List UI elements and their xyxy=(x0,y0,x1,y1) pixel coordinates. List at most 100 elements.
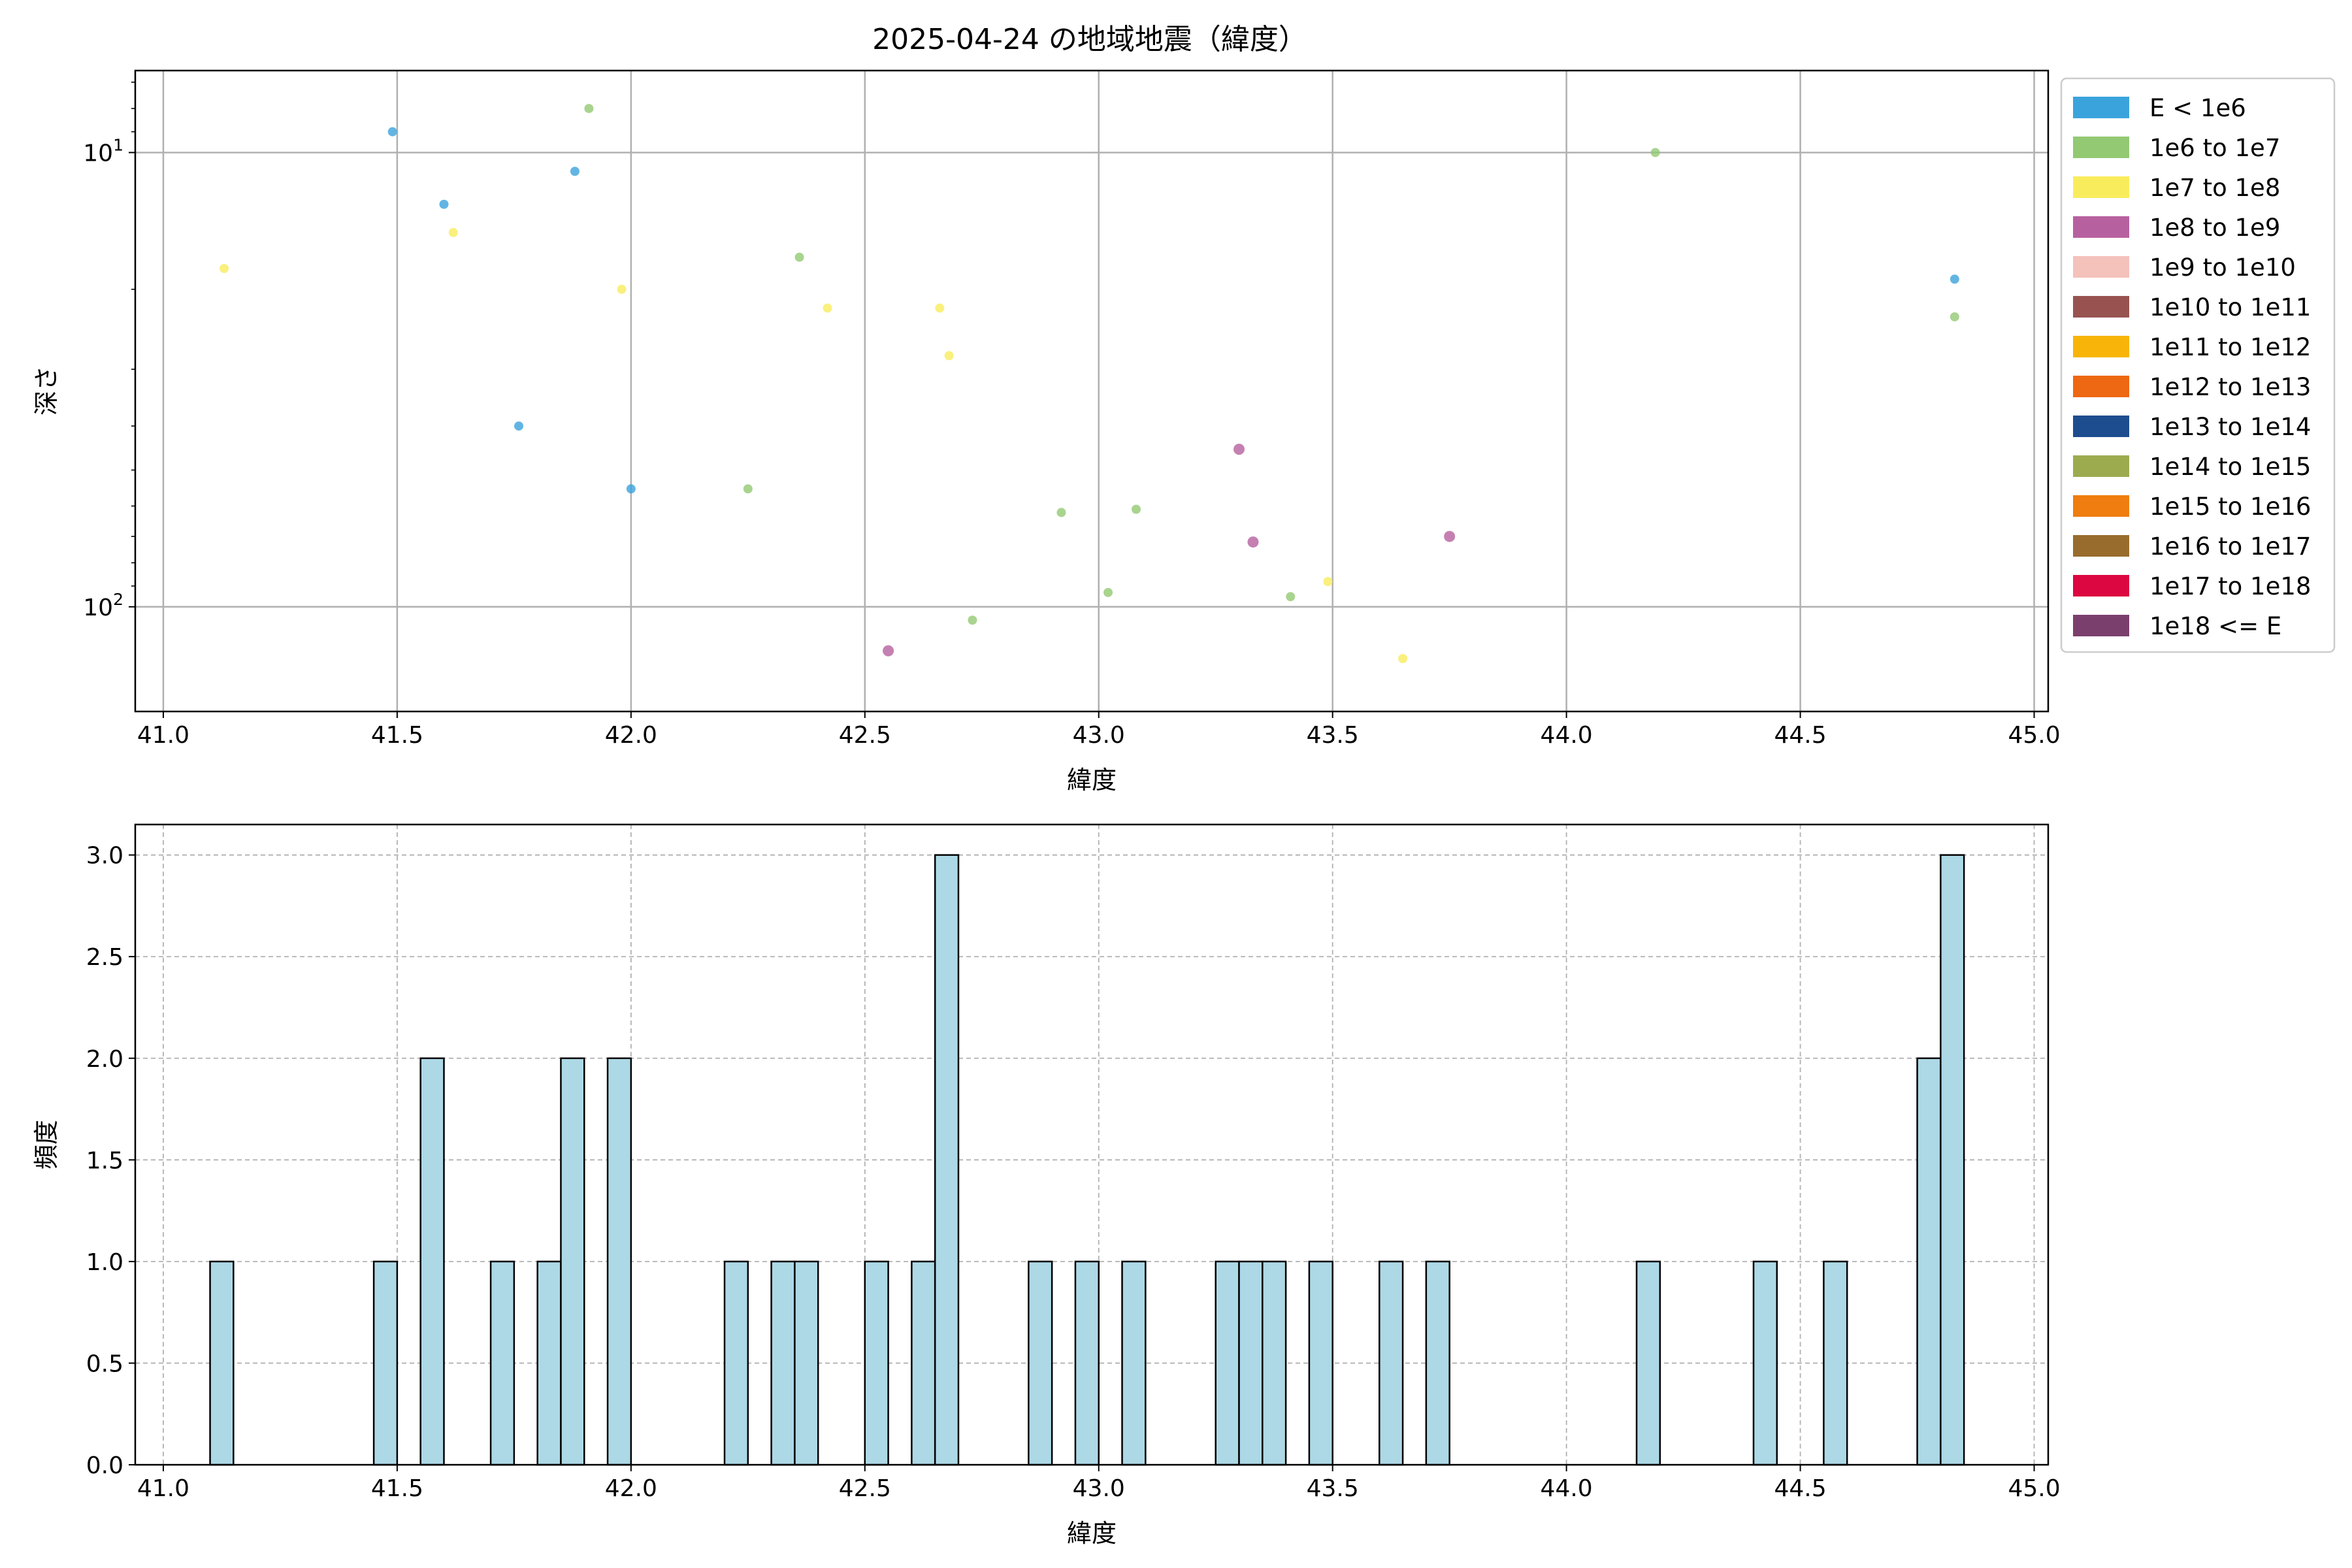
histogram-bar xyxy=(1379,1260,1404,1466)
histogram-y-tick-label: 0.5 xyxy=(86,1350,123,1377)
scatter-x-tick-label: 42.0 xyxy=(605,722,657,749)
histogram-bar xyxy=(1823,1260,1848,1466)
histogram-x-tick-label: 43.0 xyxy=(1073,1475,1125,1502)
legend-swatch xyxy=(2073,137,2129,158)
scatter-x-tick-label: 43.0 xyxy=(1073,722,1125,749)
scatter-y-tick-label: 102 xyxy=(83,590,123,621)
scatter-x-tick-label: 45.0 xyxy=(2008,722,2060,749)
histogram-x-tick-label: 41.5 xyxy=(371,1475,423,1502)
histogram-bar xyxy=(770,1260,796,1466)
scatter-x-ticks: 41.0 41.5 42.0 42.5 43.0 43.5 44.0 44.5 45.0 xyxy=(137,711,2061,749)
legend-swatch xyxy=(2073,176,2129,198)
scatter-point xyxy=(883,645,894,657)
scatter-point xyxy=(1950,274,1959,284)
histogram-y-tick-label: 1.0 xyxy=(86,1249,123,1276)
histogram-x-tick-label: 45.0 xyxy=(2008,1475,2060,1502)
scatter-point xyxy=(1132,504,1141,514)
legend-swatch xyxy=(2073,416,2129,437)
histogram-y-tick-label: 3.0 xyxy=(86,843,123,870)
scatter-point xyxy=(626,484,636,494)
histogram-x-tick-label: 44.0 xyxy=(1541,1475,1593,1502)
legend-swatch xyxy=(2073,615,2129,636)
histogram-bars xyxy=(209,854,1965,1466)
scatter-x-tick-label: 44.5 xyxy=(1774,722,1826,749)
scatter-point xyxy=(1950,312,1959,321)
histogram-bar xyxy=(1425,1260,1450,1466)
scatter-point xyxy=(944,351,954,361)
histogram-x-tick-label: 42.0 xyxy=(605,1475,657,1502)
histogram-frame xyxy=(134,823,2050,1466)
histogram-bar xyxy=(934,854,960,1466)
scatter-point xyxy=(1247,536,1259,548)
histogram-y-tick-label: 0.0 xyxy=(86,1452,123,1479)
legend-swatch xyxy=(2073,216,2129,238)
legend-label: 1e9 to 1e10 xyxy=(2149,253,2296,282)
histogram-bar xyxy=(1074,1260,1100,1466)
scatter-point xyxy=(387,127,397,137)
histogram-y-tick-label: 1.5 xyxy=(86,1147,123,1174)
scatter-point xyxy=(439,199,449,209)
scatter-x-tick-label: 44.0 xyxy=(1541,722,1593,749)
scatter-point xyxy=(1323,577,1333,587)
scatter-plot-area xyxy=(135,71,2048,711)
figure-title: 2025-04-24 の地域地震（緯度） xyxy=(872,23,1307,56)
histogram-bar xyxy=(419,1057,445,1466)
scatter-point xyxy=(1650,148,1660,157)
scatter-points xyxy=(220,104,1959,663)
scatter-y-ticks: 101 102 xyxy=(83,81,135,621)
legend-label: 1e11 to 1e12 xyxy=(2149,333,2311,361)
scatter-point xyxy=(823,303,832,313)
legend-swatch xyxy=(2073,495,2129,517)
histogram-bar xyxy=(1121,1260,1147,1466)
histogram-x-tick-label: 42.5 xyxy=(839,1475,891,1502)
histogram-bar xyxy=(723,1260,749,1466)
histogram-bar xyxy=(864,1260,889,1466)
histogram-bar xyxy=(1215,1260,1240,1466)
scatter-panel: 41.0 41.5 42.0 42.5 43.0 43.5 44.0 44.5 45.0 101… xyxy=(32,69,2061,794)
histogram-bar xyxy=(1238,1260,1264,1466)
legend-items: E < 1e6 1e6 to 1e7 1e7 to 1e8 1e8 to 1e9 1e9… xyxy=(2073,94,2311,640)
legend-label: E < 1e6 xyxy=(2149,94,2246,122)
histogram-bar xyxy=(560,1057,585,1466)
scatter-point xyxy=(1398,653,1408,663)
scatter-y-tick-label: 101 xyxy=(83,135,123,167)
histogram-panel: 41.0 41.5 42.0 42.5 43.0 43.5 44.0 44.5 45.0 0.0… xyxy=(32,823,2061,1548)
scatter-x-tick-label: 42.5 xyxy=(839,722,891,749)
histogram-bar xyxy=(372,1260,399,1466)
scatter-point xyxy=(1233,444,1245,455)
scatter-point xyxy=(794,252,804,262)
scatter-x-tick-label: 41.5 xyxy=(371,722,423,749)
scatter-point xyxy=(743,484,753,494)
histogram-y-label: 頻度 xyxy=(32,1120,61,1169)
histogram-bar xyxy=(911,1260,936,1466)
histogram-y-ticks: 0.0 0.5 1.0 1.5 2.0 2.5 3.0 xyxy=(86,843,135,1479)
scatter-x-tick-label: 41.0 xyxy=(137,722,189,749)
scatter-point xyxy=(448,227,458,237)
scatter-point xyxy=(1056,508,1066,517)
legend: E < 1e6 1e6 to 1e7 1e7 to 1e8 1e8 to 1e9 1e9… xyxy=(2060,77,2336,653)
histogram-bar xyxy=(536,1260,562,1466)
scatter-point xyxy=(1103,587,1113,597)
legend-swatch xyxy=(2073,97,2129,118)
histogram-bar xyxy=(606,1057,632,1466)
histogram-bar xyxy=(1028,1260,1053,1466)
legend-label: 1e17 to 1e18 xyxy=(2149,572,2311,600)
legend-label: 1e10 to 1e11 xyxy=(2149,293,2311,321)
legend-swatch xyxy=(2073,256,2129,278)
legend-label: 1e13 to 1e14 xyxy=(2149,413,2311,441)
scatter-point xyxy=(968,615,977,625)
scatter-point xyxy=(617,284,627,294)
histogram-bar xyxy=(794,1260,819,1466)
histogram-x-tick-label: 41.0 xyxy=(137,1475,189,1502)
legend-swatch xyxy=(2073,296,2129,318)
histogram-x-label: 緯度 xyxy=(1067,1519,1117,1548)
histogram-bar xyxy=(209,1260,235,1466)
histogram-bar xyxy=(1262,1260,1287,1466)
scatter-point xyxy=(584,104,594,114)
histogram-bar xyxy=(1940,854,1965,1466)
legend-label: 1e14 to 1e15 xyxy=(2149,453,2311,481)
legend-swatch xyxy=(2073,336,2129,357)
legend-label: 1e8 to 1e9 xyxy=(2149,214,2280,242)
scatter-y-label: 深さ xyxy=(32,366,61,416)
